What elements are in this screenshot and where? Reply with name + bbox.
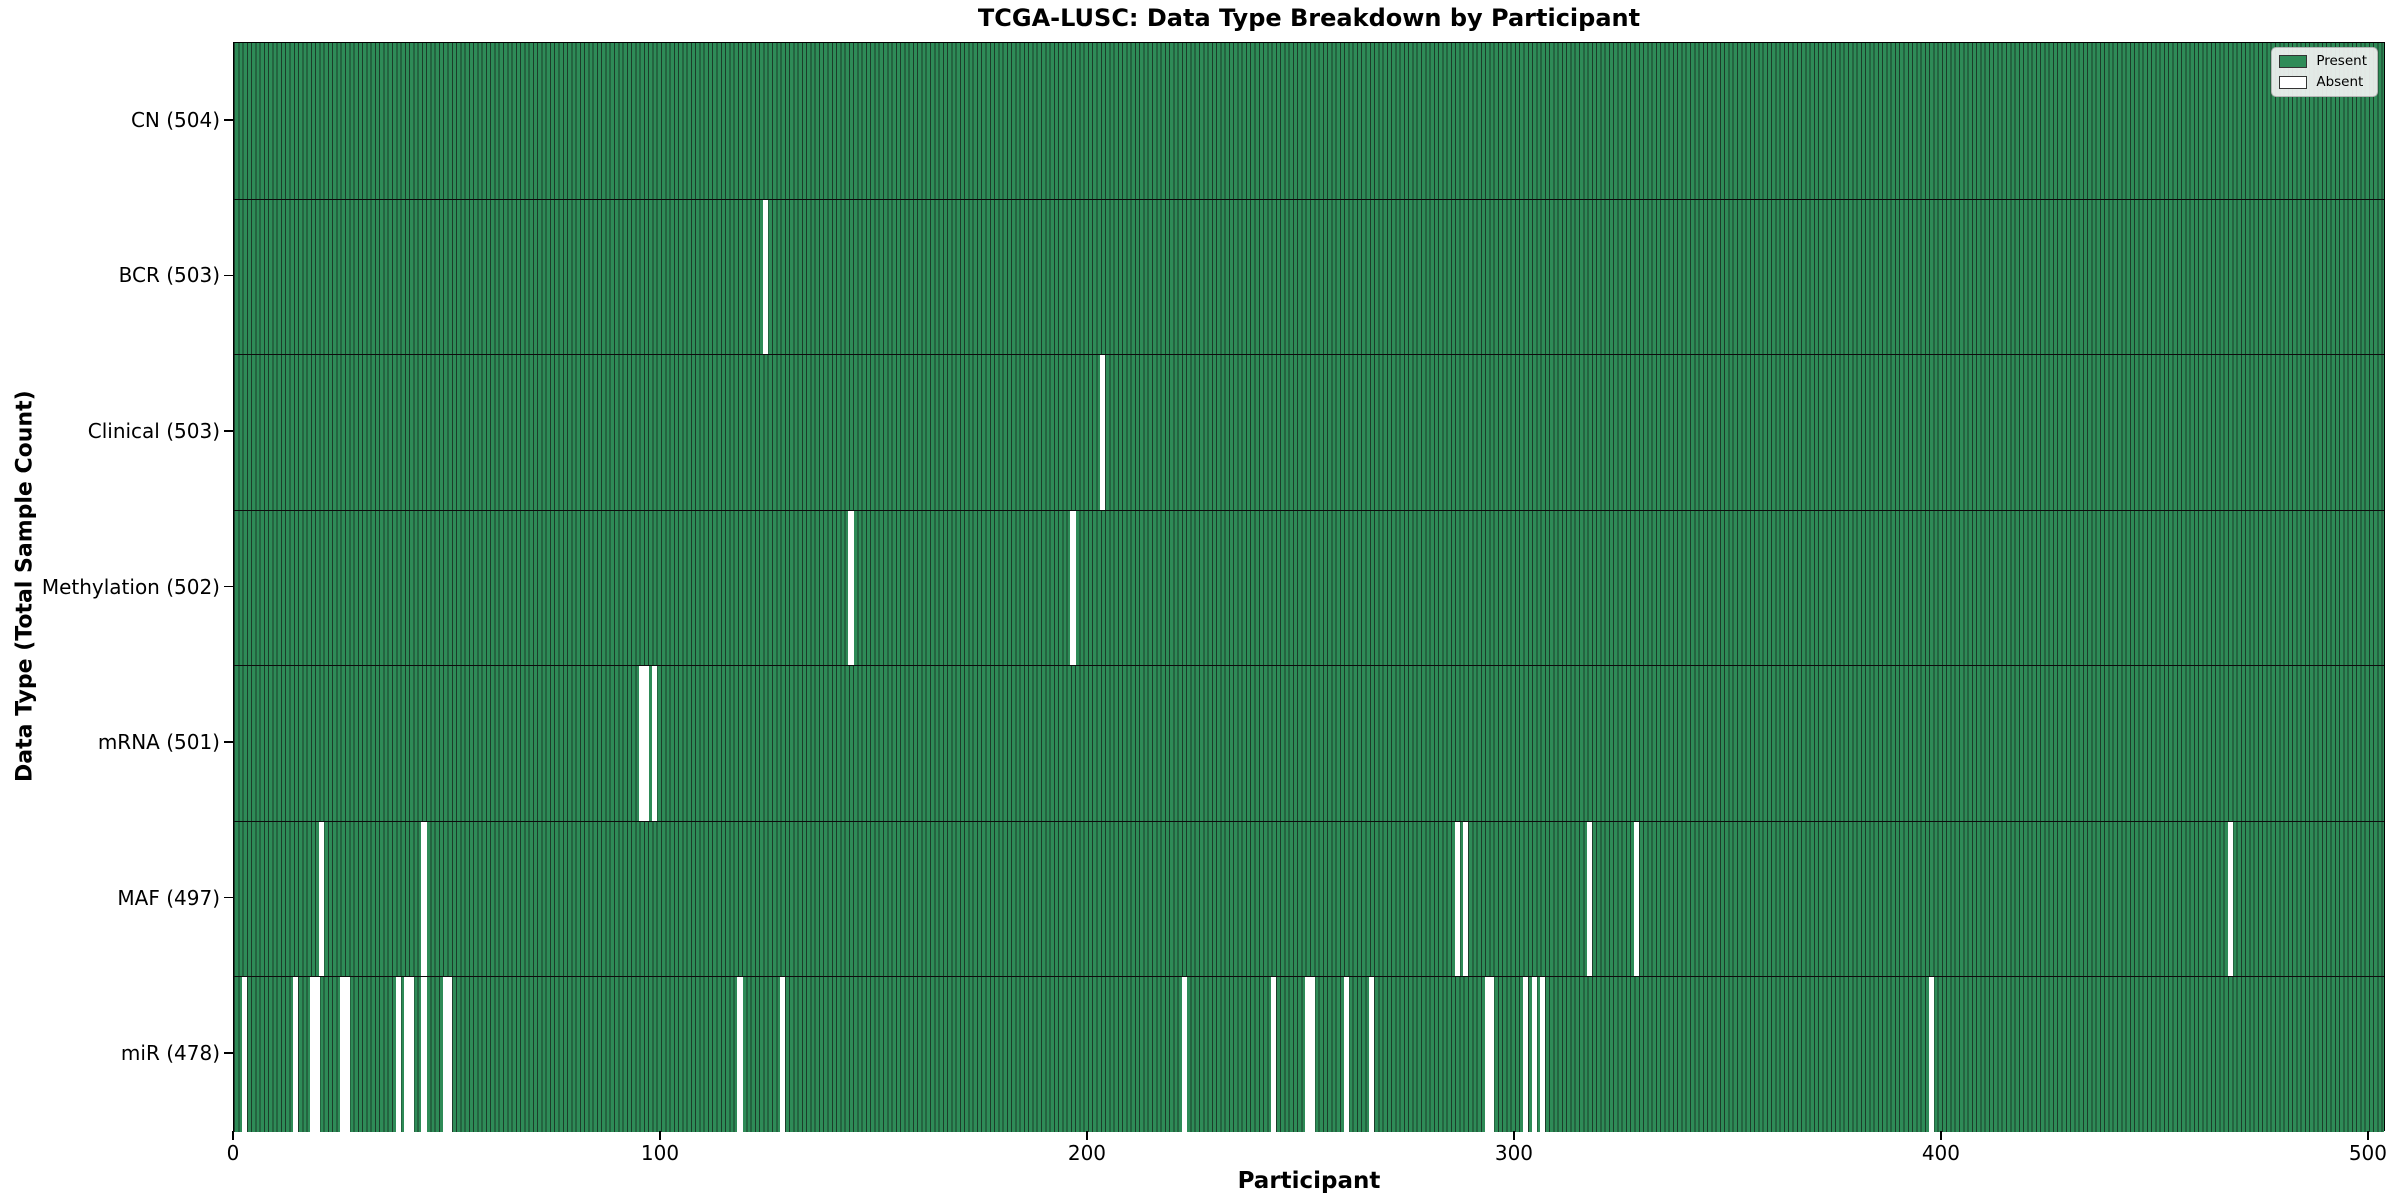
y-tick-label: mRNA (501): [97, 730, 220, 755]
heatmap-row: [234, 976, 2384, 1132]
absent-bar: [395, 977, 401, 1132]
absent-bar: [643, 666, 649, 821]
y-tick-mark: [224, 430, 233, 432]
absent-swatch: [2279, 75, 2308, 89]
legend-label-present: Present: [2316, 53, 2367, 69]
absent-bar: [1587, 821, 1593, 977]
y-tick-label: MAF (497): [117, 885, 220, 910]
absent-bar: [1523, 977, 1529, 1132]
heatmap-row: [234, 354, 2384, 510]
absent-bar: [421, 977, 427, 1132]
heatmap-row: [234, 820, 2384, 977]
x-tick-mark: [1086, 1131, 1088, 1140]
absent-bar: [242, 977, 248, 1132]
absent-bar: [848, 510, 854, 666]
heatmap-row: [234, 665, 2384, 821]
legend-item-absent: Absent: [2279, 74, 2367, 90]
absent-bar: [404, 977, 410, 1132]
y-tick-label: BCR (503): [118, 263, 220, 288]
chart-title: TCGA-LUSC: Data Type Breakdown by Partic…: [977, 4, 1641, 32]
absent-bar: [652, 666, 658, 821]
absent-bar: [1070, 510, 1076, 666]
absent-bar: [1100, 355, 1106, 510]
y-tick-mark: [224, 896, 233, 899]
absent-bar: [447, 977, 453, 1132]
absent-bar: [1488, 977, 1494, 1132]
x-tick-mark: [2367, 1131, 2369, 1140]
absent-bar: [639, 666, 645, 821]
heatmap-row: [234, 509, 2384, 666]
absent-bar: [340, 977, 346, 1132]
y-axis-label: Data Type (Total Sample Count): [12, 390, 38, 783]
y-tick-label: Clinical (503): [87, 418, 220, 443]
absent-bar: [310, 977, 316, 1132]
y-tick-label: miR (478): [120, 1041, 220, 1066]
absent-bar: [1634, 821, 1640, 977]
legend: Present Absent: [2271, 47, 2378, 97]
x-tick-mark: [1513, 1131, 1515, 1140]
absent-bar: [1343, 977, 1349, 1132]
x-tick-label: 500: [2348, 1141, 2387, 1165]
y-tick-mark: [224, 1052, 233, 1054]
x-tick-mark: [232, 1131, 234, 1140]
absent-bar: [1484, 977, 1490, 1132]
x-tick-label: 0: [226, 1141, 240, 1165]
absent-bar: [408, 977, 414, 1132]
absent-bar: [1369, 977, 1375, 1132]
x-axis-label: Participant: [1237, 1168, 1381, 1194]
absent-bar: [344, 977, 350, 1132]
absent-bar: [1540, 977, 1546, 1132]
absent-bar: [314, 977, 320, 1132]
x-tick-label: 300: [1494, 1141, 1534, 1165]
legend-label-absent: Absent: [2316, 74, 2364, 90]
absent-bar: [1309, 977, 1315, 1132]
absent-bar: [1454, 821, 1460, 977]
heatmap-row: [234, 43, 2384, 199]
absent-bar: [1271, 977, 1277, 1132]
absent-bar: [421, 821, 427, 977]
absent-bar: [763, 199, 769, 355]
legend-item-present: Present: [2279, 53, 2367, 69]
y-tick-mark: [224, 741, 233, 743]
absent-bar: [1305, 977, 1311, 1132]
x-tick-label: 400: [1921, 1141, 1961, 1165]
absent-bar: [1463, 821, 1469, 977]
y-tick-mark: [224, 585, 233, 588]
x-tick-label: 100: [640, 1141, 680, 1165]
absent-bar: [1181, 977, 1187, 1132]
y-tick-mark: [224, 119, 233, 121]
present-swatch: [2279, 54, 2308, 68]
y-tick-mark: [224, 274, 233, 277]
y-tick-label: CN (504): [130, 107, 220, 132]
y-tick-label: Methylation (502): [41, 574, 220, 599]
absent-bar: [780, 977, 786, 1132]
x-tick-mark: [1940, 1131, 1942, 1140]
absent-bar: [442, 977, 448, 1132]
absent-bar: [737, 977, 743, 1132]
absent-bar: [293, 977, 299, 1132]
absent-bar: [1928, 977, 1934, 1132]
x-tick-mark: [659, 1131, 661, 1140]
absent-bar: [318, 821, 325, 977]
absent-bar: [1531, 977, 1537, 1132]
plot-area: [233, 42, 2385, 1132]
heatmap-row: [234, 198, 2384, 355]
absent-bar: [2227, 821, 2233, 977]
x-tick-label: 200: [1067, 1141, 1107, 1165]
